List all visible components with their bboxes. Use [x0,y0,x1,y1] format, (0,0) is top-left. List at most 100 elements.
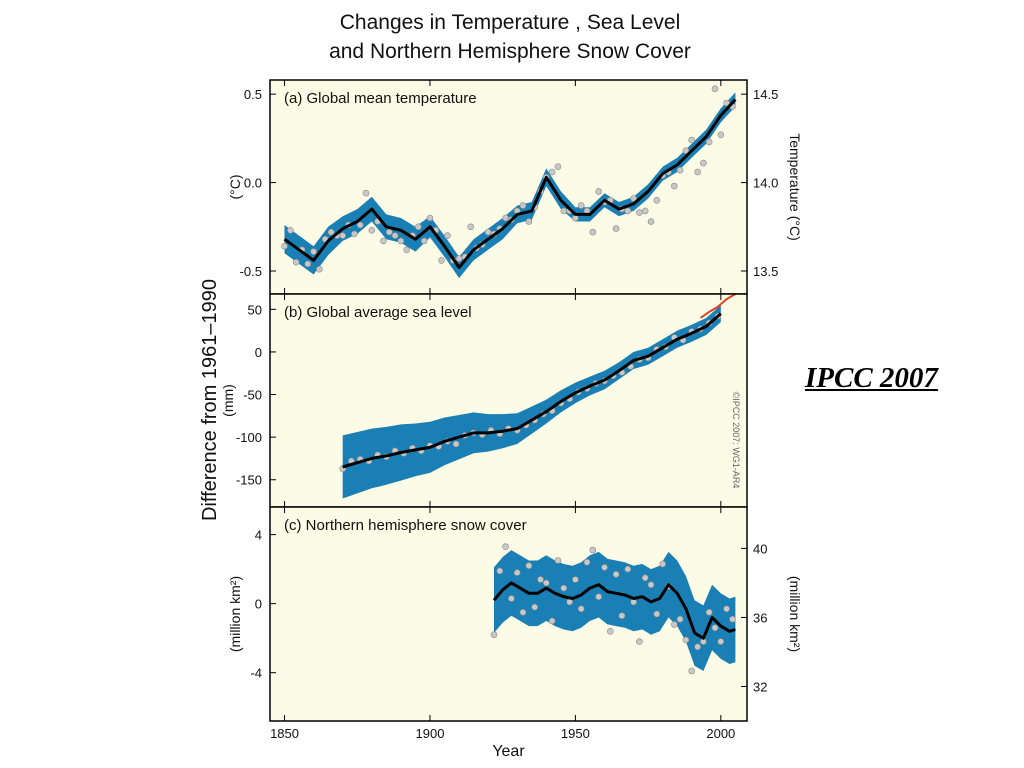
y-tick-label: -100 [236,430,262,445]
annual-point [513,569,521,576]
annual-point [589,228,597,236]
annual-point [670,182,678,190]
annual-point [647,581,655,589]
panel-label: (b) Global average sea level [284,304,472,321]
annual-point [502,214,509,222]
annual-point [414,223,422,231]
annual-point [670,621,678,628]
y-right-tick-label: 36 [753,610,767,625]
panel-label: (a) Global mean temperature [284,90,477,107]
annual-point [694,643,701,651]
annual-point [420,237,428,245]
annual-point [717,131,725,139]
plot-frame [269,506,748,722]
x-tick-label: 2000 [706,726,735,741]
annual-point [688,667,696,675]
trend-line [342,312,722,469]
annual-point [676,166,684,174]
uncertainty-band [494,550,736,671]
annual-point [350,230,358,238]
annual-point [548,617,556,625]
y-tick-label: 0.0 [244,176,262,191]
annual-point [304,260,312,268]
annual-point [525,218,533,225]
annual-point [327,228,335,236]
trend-line [492,581,736,640]
panel-label: (c) Northern hemisphere snow cover [284,517,527,534]
y-right-axis-label: Temperature (°C) [787,133,803,241]
y-right-tick-label: 14.0 [753,176,778,191]
y-tick-label: 0 [255,345,262,360]
annual-point [385,228,393,236]
plot-background [270,294,747,507]
annual-point [368,227,376,234]
annual-point [624,565,632,573]
annual-point [525,562,533,570]
annual-point [647,218,655,225]
y-tick-label: 0 [255,597,262,612]
annual-point [310,248,317,255]
x-tick-label: 1850 [270,726,299,741]
plot-background [270,80,747,294]
chart-title-line1: Changes in Temperature , Sea Level [339,11,681,34]
annual-point [641,207,649,215]
annual-point [502,543,509,551]
annual-point [705,138,713,146]
y-right-tick-label: 14.5 [753,87,778,102]
annual-point [548,168,556,176]
annual-point [519,202,527,209]
y-tick-label: 0.5 [244,87,262,102]
y-axis-label: (mm) [220,384,236,417]
y-right-axis-label: (million km²) [787,576,803,652]
y-right-tick-label: 32 [753,679,767,694]
annual-point [589,546,597,554]
annual-point [292,258,300,266]
annual-point [380,237,387,245]
satellite-sea-level-line [699,293,736,319]
annual-point [467,223,475,231]
annual-point [490,631,498,639]
annual-point [554,163,562,170]
y-tick-label: 50 [248,302,262,317]
annual-point [630,195,637,202]
annual-point [316,265,323,273]
annual-point [362,189,370,197]
annual-point [653,197,661,204]
y-axis-label: (°C) [227,174,243,199]
annual-point [426,214,434,222]
copyright-note: ©IPCC 2007: WG1-AR4 [731,392,741,489]
annual-point [717,638,725,645]
annual-point [729,615,736,623]
annual-point [636,209,643,216]
annual-point [711,85,719,93]
annual-point [705,608,713,616]
annual-point [601,564,608,571]
annual-point [554,557,562,564]
annual-point [676,615,684,623]
annual-point [397,237,405,245]
annual-point [641,574,649,582]
annual-point [287,227,294,234]
annual-point [438,257,445,264]
annual-point [531,603,539,611]
annual-point [595,188,603,195]
y-tick-label: -0.5 [240,264,262,279]
annual-point [519,608,527,616]
annual-point [606,627,614,635]
y-axis-label: (million km²) [227,576,243,652]
annual-point [659,560,667,568]
annual-point [694,168,701,176]
x-tick-label: 1900 [416,726,445,741]
annual-point [537,576,544,583]
annual-point [612,570,620,578]
y-tick-label: -4 [250,666,262,681]
annual-point [356,221,364,229]
annual-point [624,207,632,215]
annual-point [688,136,696,144]
panel-2: (b) Global average sea level 50 0 -50 -100 -1… [220,293,748,508]
annual-point [572,576,579,583]
source-note: IPCC 2007 [805,362,938,394]
annual-point [723,605,730,613]
panel-1: (a) Global mean temperature 0.5 0.0 -0.5 14.… [227,79,803,295]
x-tick-label: 1950 [561,726,590,741]
